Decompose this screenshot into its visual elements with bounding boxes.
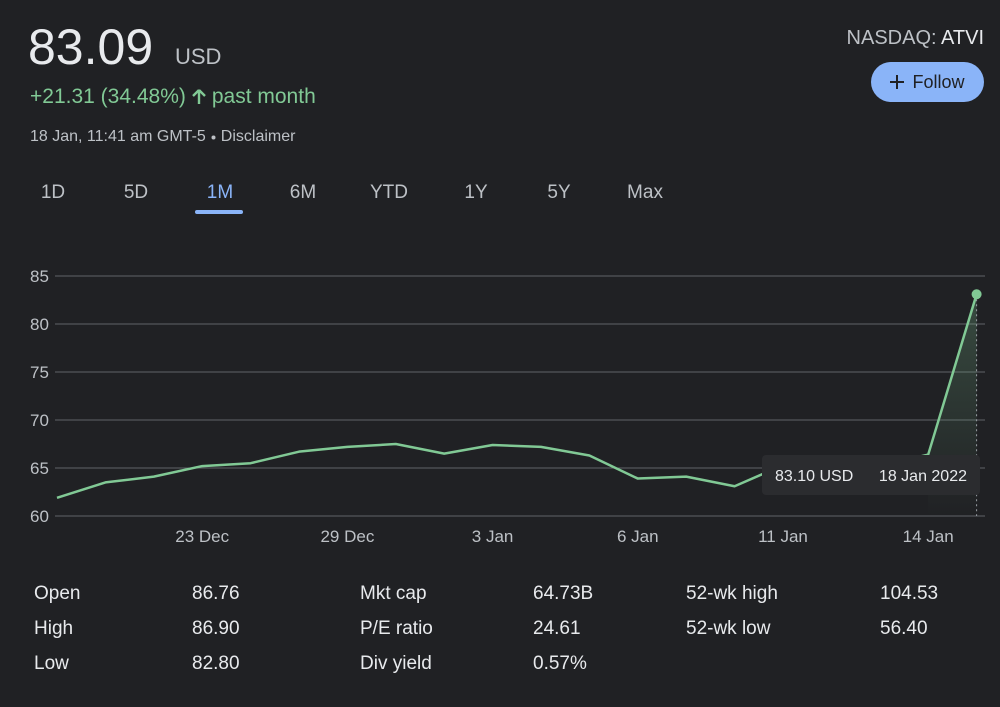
y-tick-label: 65	[30, 459, 49, 478]
stat-label: High	[34, 618, 74, 639]
follow-button[interactable]: Follow	[871, 62, 984, 102]
change-value: +21.31 (34.48%)	[30, 85, 186, 108]
timestamp: 18 Jan, 11:41 am GMT-5	[30, 128, 206, 145]
end-point	[971, 289, 982, 300]
x-tick-label: 14 Jan	[903, 527, 954, 546]
x-tick-label: 6 Jan	[617, 527, 659, 546]
exchange-name: NASDAQ:	[846, 27, 937, 49]
tab[interactable]: 1Y	[464, 182, 488, 203]
dot	[211, 135, 216, 139]
x-tick-label: 29 Dec	[320, 527, 374, 546]
stat-label: P/E ratio	[360, 618, 433, 639]
change-period: past month	[211, 85, 316, 108]
stat-label: 52-wk high	[686, 583, 778, 604]
y-tick-label: 60	[30, 507, 49, 526]
tab[interactable]: 1D	[40, 182, 66, 203]
y-tick-label: 80	[30, 315, 49, 334]
tab[interactable]: YTD	[370, 182, 408, 203]
currency: USD	[175, 44, 222, 69]
stat-label: Div yield	[360, 653, 432, 674]
stat-value: 86.76	[192, 583, 240, 604]
exchange: NASDAQ: ATVI	[847, 27, 984, 50]
tab-underline	[195, 210, 243, 214]
change: +21.31 (34.48%) past month	[30, 85, 316, 109]
tab[interactable]: 6M	[289, 182, 317, 203]
tooltip-box	[762, 455, 980, 495]
x-tick-label: 11 Jan	[758, 527, 808, 546]
tab[interactable]: Max	[627, 182, 663, 203]
tooltip-date: 18 Jan 2022	[879, 468, 967, 485]
stat-label: 52-wk low	[686, 618, 771, 639]
stat-value: 56.40	[880, 618, 928, 639]
x-tick-label: 3 Jan	[472, 527, 514, 546]
stat-value: 0.57%	[533, 653, 587, 674]
tab[interactable]: 1M	[206, 182, 234, 203]
timestamp-row: 18 Jan, 11:41 am GMT-5 Disclaimer	[30, 128, 295, 146]
stat-value: 64.73B	[533, 583, 594, 604]
tooltip-value: 83.10 USD	[775, 468, 853, 485]
stat-label: Low	[34, 653, 69, 674]
chart: 60 65 70 75 80 85 23 Dec 29 Dec 3 Jan 6 Jan 11 Jan…	[30, 267, 985, 546]
up-arrow	[192, 89, 206, 104]
y-tick-label: 70	[30, 411, 49, 430]
tab[interactable]: 5D	[123, 182, 149, 203]
follow-label: Follow	[912, 71, 965, 92]
x-tick-label: 23 Dec	[175, 527, 229, 546]
stat-label: Mkt cap	[360, 583, 427, 604]
tab[interactable]: 5Y	[547, 182, 571, 203]
stat-value: 24.61	[533, 618, 581, 639]
ticker: ATVI	[941, 27, 984, 49]
price: 83.09	[28, 19, 154, 75]
y-tick-label: 75	[30, 363, 49, 382]
stat-label: Open	[34, 583, 81, 604]
disclaimer[interactable]: Disclaimer	[220, 128, 296, 145]
stat-value: 104.53	[880, 583, 939, 604]
stat-value: 86.90	[192, 618, 240, 639]
stat-value: 82.80	[192, 653, 240, 674]
plus-icon	[890, 75, 905, 89]
y-tick-label: 85	[30, 267, 49, 286]
